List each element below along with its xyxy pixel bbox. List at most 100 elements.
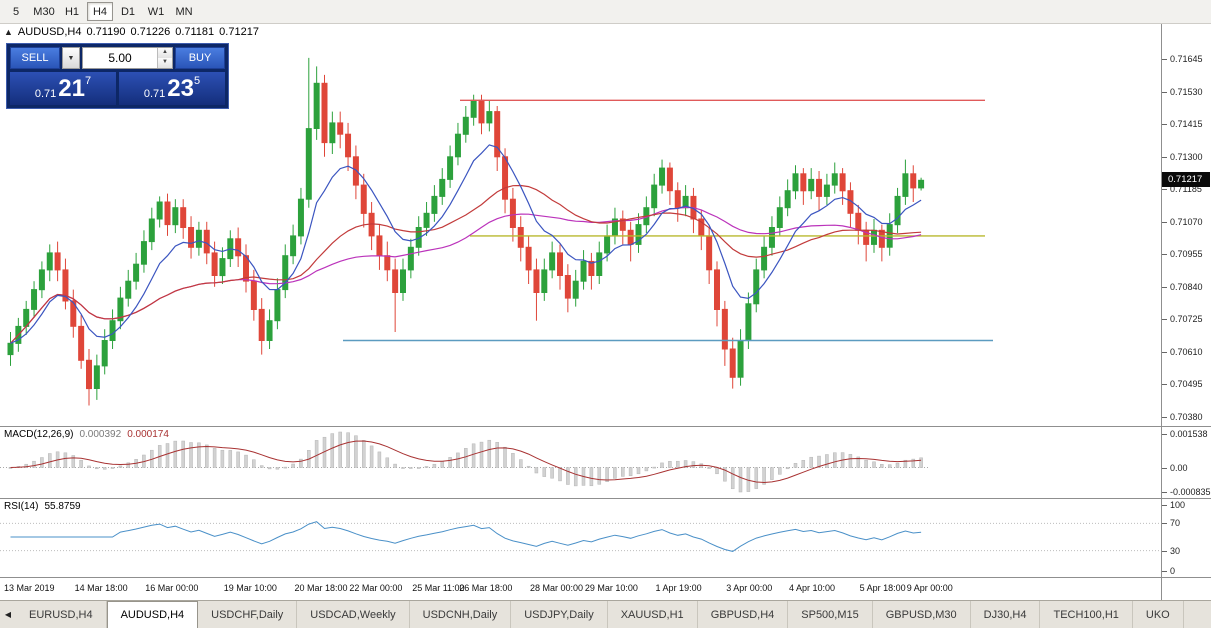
chart-tab-uko[interactable]: UKO [1133,601,1184,628]
price-scale-label: 0.71530 [1162,86,1203,98]
time-axis-label: 25 Mar 11:00 [412,583,465,593]
chart-tab-sp500-m15[interactable]: SP500,M15 [788,601,873,628]
time-axis-label: 22 Mar 00:00 [349,583,403,593]
timeframe-button-m30[interactable]: M30 [33,5,55,18]
ohlc-high: 0.71226 [130,26,171,38]
buy-price-display[interactable]: 0.71 23 5 [119,72,225,105]
macd-scale-label: 0.00 [1162,462,1188,474]
price-scale-label: 0.71070 [1162,216,1203,228]
time-axis-label: 16 Mar 00:00 [145,583,199,593]
time-axis-label: 13 Mar 2019 [4,583,55,593]
macd-plot[interactable]: MACD(12,26,9) 0.000392 0.000174 [0,427,1162,498]
sell-price-prefix: 0.71 [34,88,57,100]
time-axis[interactable]: 13 Mar 2019 14 Mar 18:00 16 Mar 00:00 19 Ma… [0,578,1162,600]
ohlc-low: 0.71181 [175,26,215,38]
sell-button[interactable]: SELL [10,47,60,69]
chart-tab-usdjpy-daily[interactable]: USDJPY,Daily [511,601,608,628]
volume-dropdown-icon[interactable]: ▼ [62,47,80,69]
time-axis-label: 3 Apr 00:00 [726,583,773,593]
price-scale[interactable]: 0.71217 0.71645 0.71530 0.71415 0.71300 0.71… [1162,24,1210,426]
price-scale-label: 0.71415 [1162,118,1203,130]
ohlc-open: 0.71190 [86,26,126,38]
buy-price-big: 23 [167,74,194,102]
chart-tab-gbpusd-h4[interactable]: GBPUSD,H4 [698,601,789,628]
chart-tab-tech100-h1[interactable]: TECH100,H1 [1040,601,1133,628]
ma-medium-line [10,184,922,344]
rsi-scale-label: 70 [1162,517,1180,529]
chart-tab-xauusd-h1[interactable]: XAUUSD,H1 [608,601,698,628]
macd-scale: 0.001538 0.00 -0.000835 [1162,427,1211,498]
chart-tab-usdcnh-daily[interactable]: USDCNH,Daily [410,601,512,628]
rsi-value: 55.8759 [44,501,81,512]
timeframe-button-h4[interactable]: H4 [87,2,113,21]
macd-chart [0,431,930,493]
macd-scale-label: -0.000835 [1162,486,1211,498]
chart-tab-usdcad-weekly[interactable]: USDCAD,Weekly [297,601,410,628]
timeframe-button-d1[interactable]: D1 [120,5,136,18]
chart-tab-usdchf-daily[interactable]: USDCHF,Daily [198,601,298,628]
price-chart[interactable]: ▲ AUDUSD,H4 0.71190 0.71226 0.71181 0.71… [0,24,1162,426]
current-price-badge: 0.71217 [1162,172,1210,188]
price-scale-label: 0.71645 [1162,53,1203,65]
macd-scale-label: 0.001538 [1162,428,1208,440]
time-axis-label: 28 Mar 00:00 [529,583,583,593]
rsi-panel: RSI(14) 55.8759 100 70 30 0 [0,498,1211,577]
chart-tab-audusd-h4[interactable]: AUDUSD,H4 [106,601,199,628]
macd-signal-line [10,440,922,484]
rsi-scale-label: 0 [1162,565,1175,577]
volume-up-icon[interactable]: ▲ [158,48,172,58]
price-chart-row: ▲ AUDUSD,H4 0.71190 0.71226 0.71181 0.71… [0,24,1211,426]
timeframe-button-mn[interactable]: MN [175,5,193,18]
volume-down-icon[interactable]: ▼ [158,58,172,68]
timeframe-button-h1[interactable]: H1 [64,5,80,18]
ma-fast-line [10,144,922,344]
price-scale-label: 0.70955 [1162,248,1203,260]
volume-stepper: ▲ ▼ [157,48,172,68]
price-scale-label: 0.70380 [1162,411,1203,423]
chart-tab-eurusd-h4[interactable]: EURUSD,H4 [16,601,107,628]
candlestick-chart[interactable] [0,24,1162,426]
timeframe-button-w1[interactable]: W1 [147,5,165,18]
sell-price-pipette: 7 [85,75,92,87]
chart-tabs-list: EURUSD,H4 AUDUSD,H4 USDCHF,Daily USDCAD,Wee… [16,601,1184,628]
macd-panel: MACD(12,26,9) 0.000392 0.000174 0.001538… [0,426,1211,498]
rsi-line [10,521,922,552]
macd-label: MACD(12,26,9) 0.000392 0.000174 [4,429,169,440]
buy-price-prefix: 0.71 [143,88,166,100]
time-axis-label: 1 Apr 19:00 [655,583,702,593]
macd-value: 0.000392 [79,429,122,440]
rsi-scale-label: 100 [1162,499,1185,511]
timeframe-button-5[interactable]: 5 [12,5,20,18]
rsi-name: RSI(14) [4,501,39,512]
time-axis-label: 26 Mar 18:00 [459,583,513,593]
time-axis-label: 19 Mar 10:00 [223,583,277,593]
time-axis-corner [1162,578,1210,600]
ohlc-close: 0.71217 [219,26,259,38]
price-scale-label: 0.71300 [1162,151,1203,163]
time-axis-label: 5 Apr 18:00 [859,583,906,593]
buy-button[interactable]: BUY [175,47,225,69]
buy-price-pipette: 5 [194,75,201,87]
time-axis-label: 4 Apr 10:00 [789,583,836,593]
price-scale-label: 0.70495 [1162,378,1203,390]
price-scale-label: 0.70840 [1162,281,1203,293]
sell-price-big: 21 [58,74,85,102]
rsi-label: RSI(14) 55.8759 [4,501,81,512]
chart-tab-gbpusd-m30[interactable]: GBPUSD,M30 [873,601,971,628]
time-axis-label: 9 Apr 00:00 [906,583,953,593]
chart-symbol: AUDUSD,H4 [17,26,82,38]
macd-histogram [8,431,923,493]
volume-input[interactable] [83,48,157,68]
tabs-scroll-left-button[interactable]: ◀ [4,610,12,619]
chart-tab-dj30-h4[interactable]: DJ30,H4 [971,601,1041,628]
timeframe-toolbar: 5 M30 H1 H4 D1 W1 MN [0,0,1211,24]
rsi-plot[interactable]: RSI(14) 55.8759 [0,499,1162,577]
chart-tabs: ◀ EURUSD,H4 AUDUSD,H4 USDCHF,Daily USDCAD,W… [0,600,1211,628]
rsi-chart [0,521,1161,552]
sell-price-display[interactable]: 0.71 21 7 [10,72,116,105]
volume-field: ▲ ▼ [82,47,173,69]
time-axis-label: 29 Mar 10:00 [584,583,638,593]
time-axis-label: 14 Mar 18:00 [74,583,128,593]
time-axis-row: 13 Mar 2019 14 Mar 18:00 16 Mar 00:00 19 Ma… [0,577,1211,600]
price-scale-label: 0.71185 [1162,183,1202,195]
